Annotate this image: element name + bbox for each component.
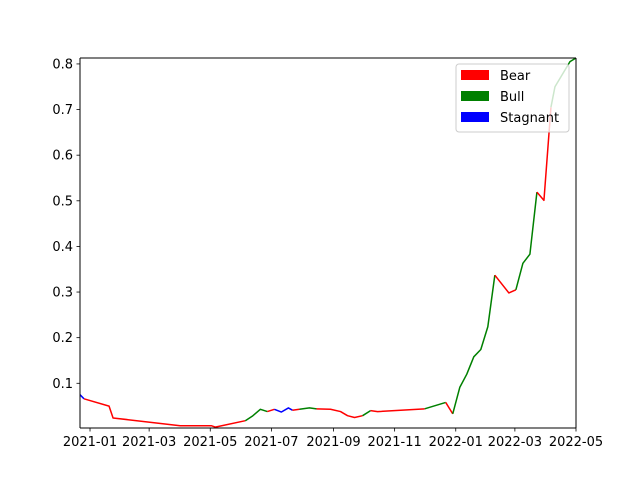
series-segment-bear-11 [445,402,454,415]
series-segment-bear-9 [370,408,425,413]
series-segment-bear-1 [83,398,246,428]
x-tick-label: 2021-09 [306,435,360,450]
series-segment-bull-12 [452,275,496,415]
series-segment-bear-13 [494,274,517,294]
legend-label-stagnant: Stagnant [500,111,559,126]
x-tick-label: 2021-11 [367,435,421,450]
series-segment-bear-15 [536,107,552,202]
x-tick-label: 2022-01 [429,435,483,450]
legend-swatch-bear [461,70,489,80]
legend-label-bull: Bull [500,90,524,105]
plot-frame [79,57,577,429]
x-tick-label: 2021-07 [244,435,298,450]
series-segment-bear-7 [316,408,363,419]
x-tick-label: 2022-05 [549,435,603,450]
series-segment-bear-3 [267,408,275,413]
y-tick-label: 0.8 [52,57,73,72]
y-tick-label: 0.3 [52,286,73,301]
series-segment-bull-14 [515,192,538,290]
y-tick-label: 0.6 [52,149,73,164]
x-tick-label: 2021-03 [122,435,176,450]
series-segment-bull-6 [299,407,317,411]
legend-swatch-bull [461,91,489,101]
x-tick-label: 2021-01 [63,435,117,450]
series-segment-stagnant-4 [274,407,293,413]
series-segment-stagnant-0 [79,394,85,400]
x-tick-label: 2022-03 [488,435,542,450]
y-axis: 0.1 0.2 0.3 0.4 0.5 0.6 0.7 0.8 [52,57,80,392]
series-layer [79,57,577,428]
y-tick-label: 0.4 [52,240,73,255]
y-tick-label: 0.2 [52,331,73,346]
y-tick-label: 0.1 [52,377,73,392]
y-tick-label: 0.7 [52,103,73,118]
legend-entries: Bear Bull Stagnant [461,69,559,126]
series-segment-bear-5 [292,408,300,411]
y-tick-label: 0.5 [52,194,73,209]
series-segment-bull-10 [424,401,446,410]
x-axis: 2021-01 2021-03 2021-05 2021-07 2021-09 2021-… [63,428,603,450]
legend-label-bear: Bear [500,69,531,84]
series-segment-bull-2 [244,408,268,422]
legend-swatch-stagnant [461,112,489,122]
series-segment-bull-8 [362,410,371,417]
legend: Bear Bull Stagnant [455,63,570,133]
x-tick-label: 2021-05 [183,435,237,450]
